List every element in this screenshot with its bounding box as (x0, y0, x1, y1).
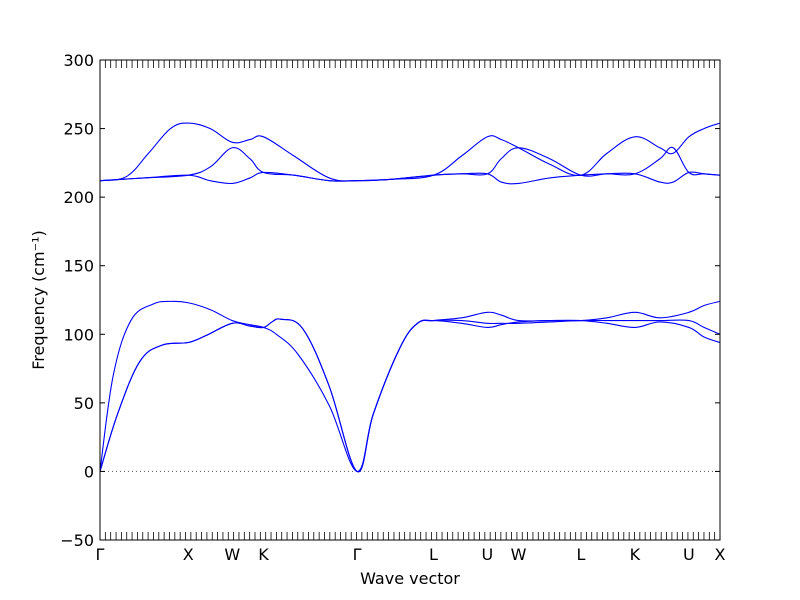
x-tick-label: Γ (353, 545, 362, 564)
x-tick-label: K (258, 545, 269, 564)
y-tick-label: −50 (60, 531, 94, 550)
x-tick-label: W (224, 545, 240, 564)
y-tick-label: 50 (74, 394, 94, 413)
y-tick-label: 100 (63, 325, 94, 344)
band-line-1 (99, 318, 721, 473)
x-axis-title: Wave vector (360, 569, 460, 588)
band-line-3 (99, 300, 721, 472)
series-layer (99, 122, 721, 473)
plot-frame (99, 59, 721, 541)
y-axis-title: Frequency (cm⁻¹) (29, 230, 48, 369)
x-tick-label: Γ (96, 545, 105, 564)
x-tick-label: W (511, 545, 527, 564)
y-tick-label: 300 (63, 51, 94, 70)
x-tick-label: L (429, 545, 438, 564)
x-tick-label: L (576, 545, 585, 564)
y-tick-label: 0 (84, 462, 94, 481)
x-tick-label: X (183, 545, 194, 564)
x-tick-label: U (683, 545, 695, 564)
x-tick-label: X (715, 545, 726, 564)
x-tick-label: U (482, 545, 494, 564)
band-line-5 (99, 146, 721, 182)
band-line-6 (99, 122, 721, 182)
y-tick-label: 150 (63, 257, 94, 276)
band-line-2 (99, 318, 721, 473)
y-tick-label: 250 (63, 120, 94, 139)
y-tick-label: 200 (63, 188, 94, 207)
x-tick-label: K (630, 545, 641, 564)
